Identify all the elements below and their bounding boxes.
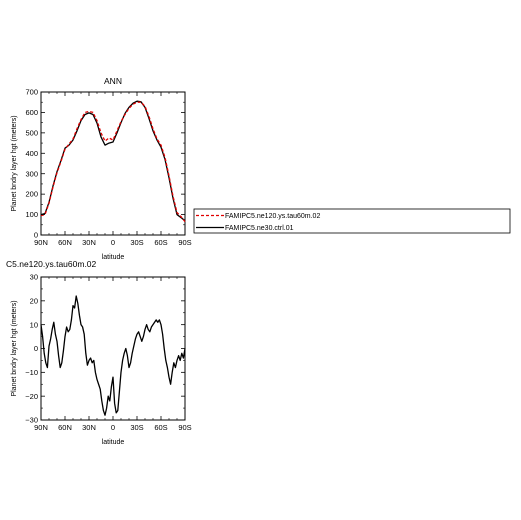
y-tick-label: 20 [30,296,38,305]
legend-entry-ne30: FAMIPC5.ne30.ctrl.01 [225,225,294,232]
top-plot-ticks: 90N 60N 30N 0 30S 60S 90S 0 100 200 300 400 500 600 70… [25,88,191,247]
bottom-plot-frame [40,276,186,421]
series-line-famipc5-ne120-ys-tau60m-02 [40,101,186,223]
y-tick-label: 500 [25,128,38,137]
x-tick-label: 0 [111,423,115,432]
y-tick-label: 0 [34,231,38,240]
legend: FAMIPC5.ne120.ys.tau60m.02 FAMIPC5.ne30.… [193,208,511,234]
y-tick-label: 400 [25,149,38,158]
x-tick-label: 90N [34,238,48,247]
bottom-panel: C5.ne120.ys.tau60m.02 90N 60N 30N 0 30S 60S 90… [6,259,192,446]
legend-entry-ne120: FAMIPC5.ne120.ys.tau60m.02 [225,213,320,220]
series-line-difference [40,295,186,416]
bottom-plot-ticks: 90N 60N 30N 0 30S 60S 90S −30 −20 −10 0 10 20 30 [25,273,191,432]
top-y-axis-label: Planet bndry layer hgt (meters) [11,115,18,211]
x-tick-label: 30S [130,238,143,247]
top-plot-frame [40,91,186,236]
top-x-axis-label: latitude [102,254,125,261]
x-tick-label: 60N [58,238,72,247]
bottom-y-axis-label: Planet bndry layer hgt (meters) [11,300,18,396]
y-tick-label: 200 [25,190,38,199]
y-tick-label: −20 [25,392,38,401]
y-tick-label: 30 [30,273,38,282]
y-tick-label: 0 [34,344,38,353]
series-line-famipc5-ne30-ctrl-01 [40,100,186,222]
y-tick-label: 300 [25,169,38,178]
x-tick-label: 60N [58,423,72,432]
bottom-panel-title: C5.ne120.ys.tau60m.02 [6,259,97,269]
x-tick-label: 60S [154,423,167,432]
top-panel-title: ANN [104,76,122,86]
legend-box [193,208,511,234]
top-panel: ANN 90N 60N 30N 0 30S 60S 90S 0 100 200 300 400 500 6… [11,76,192,261]
y-tick-label: 10 [30,320,38,329]
bottom-plot-marks [40,295,186,416]
x-tick-label: 30N [82,423,96,432]
x-tick-label: 30S [130,423,143,432]
y-tick-label: 100 [25,210,38,219]
x-tick-label: 90N [34,423,48,432]
y-tick-label: −30 [25,416,38,425]
x-tick-label: 90S [178,238,191,247]
x-tick-label: 0 [111,238,115,247]
y-tick-label: 700 [25,88,38,97]
x-tick-label: 90S [178,423,191,432]
x-tick-label: 60S [154,238,167,247]
y-tick-label: −10 [25,368,38,377]
x-tick-label: 30N [82,238,96,247]
bottom-x-axis-label: latitude [102,439,125,446]
y-tick-label: 600 [25,108,38,117]
top-plot-marks [40,100,186,223]
